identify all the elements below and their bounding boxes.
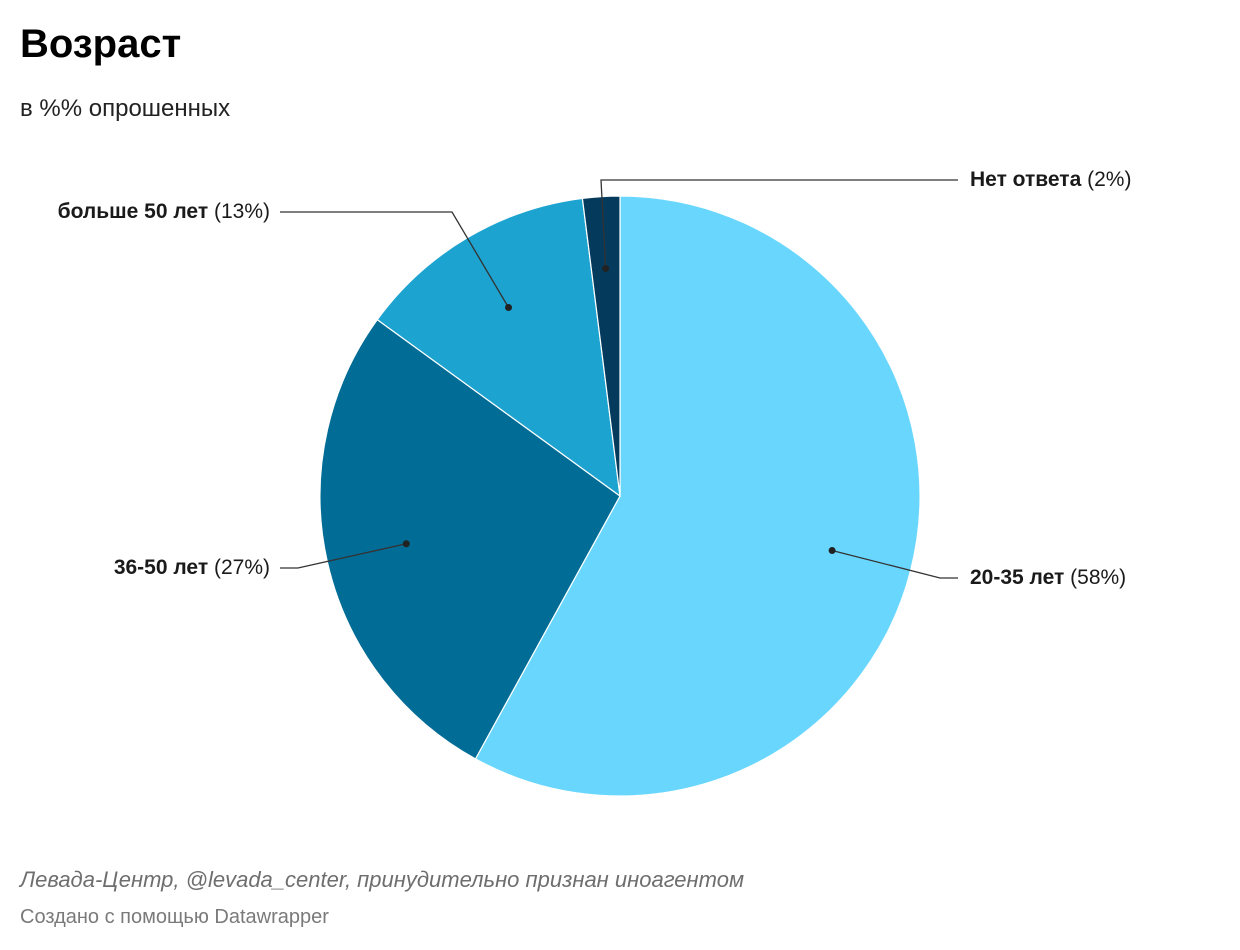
chart-subtitle: в %% опрошенных <box>20 95 231 122</box>
leader-line-0 <box>831 549 958 579</box>
chart-title: Возраст <box>20 22 182 66</box>
slice-percent: (58%) <box>1070 566 1127 589</box>
source-note: Левада-Центр, @levada_center, принудител… <box>20 867 745 892</box>
slice-label-over-50: больше 50 лет (13%) <box>58 199 270 225</box>
leader-dot-1 <box>402 540 410 548</box>
leader-line-3 <box>600 179 958 269</box>
leader-dot-2 <box>505 303 513 311</box>
slice-category: 20-35 лет <box>970 566 1065 589</box>
slice-category: Нет ответа <box>970 168 1082 191</box>
pie-slice-3 <box>581 195 621 497</box>
slice-percent: (13%) <box>213 200 270 223</box>
leader-lines <box>280 179 958 579</box>
slice-percent: (2%) <box>1087 168 1132 191</box>
slice-category: больше 50 лет <box>57 200 209 223</box>
leader-line-2 <box>280 211 510 308</box>
leader-line-1 <box>280 543 407 569</box>
slice-percent: (27%) <box>213 556 270 579</box>
slice-label-36-50: 36-50 лет (27%) <box>114 555 270 581</box>
pie-slices <box>319 195 921 797</box>
leader-dot-3 <box>602 264 610 272</box>
leader-dot-0 <box>828 546 836 554</box>
slice-label-20-35: 20-35 лет (58%) <box>970 565 1126 591</box>
created-with-credit: Создано с помощью Datawrapper <box>20 906 329 928</box>
slice-label-no-answer: Нет ответа (2%) <box>970 167 1131 193</box>
slice-category: 36-50 лет <box>113 556 209 579</box>
